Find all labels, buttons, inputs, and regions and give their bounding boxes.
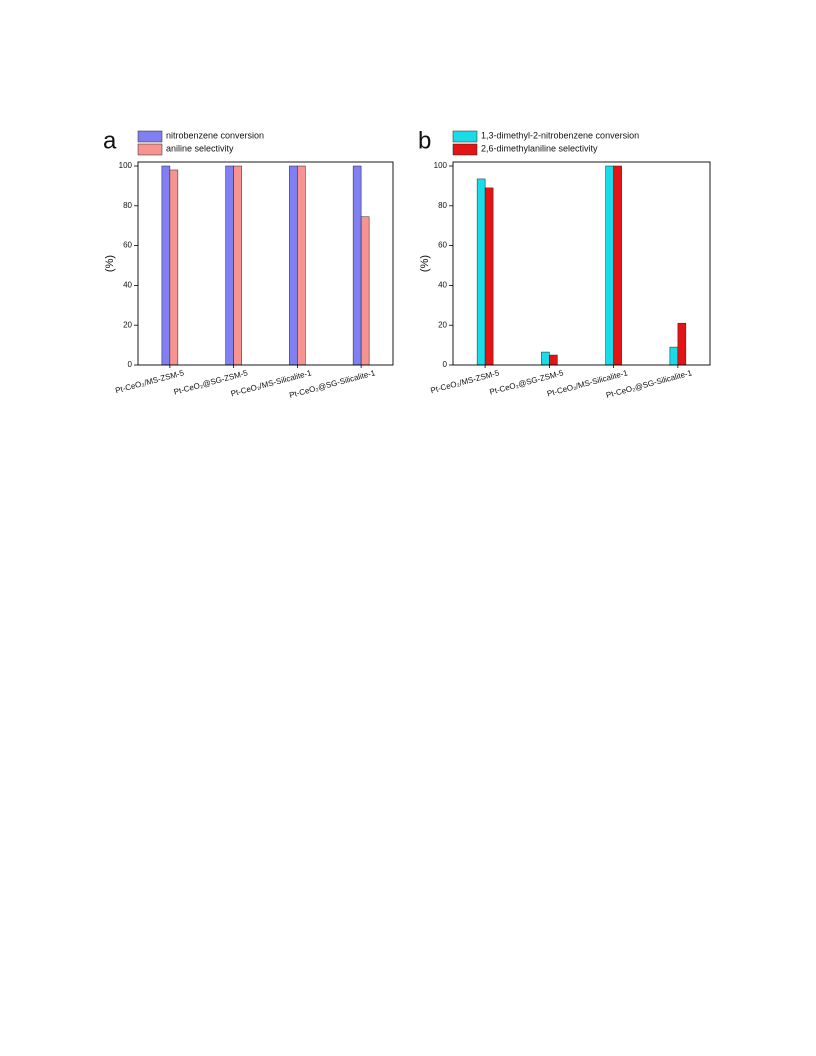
bar [297, 165, 306, 366]
y-tick-label: 40 [123, 281, 132, 290]
bar [549, 354, 558, 366]
bar [360, 216, 370, 366]
legend-swatch [137, 143, 163, 156]
bar [605, 165, 614, 366]
legend-swatch [137, 130, 163, 143]
y-tick-label: 100 [434, 161, 448, 170]
legend-swatch [452, 143, 478, 156]
y-tick-label: 100 [119, 161, 133, 170]
y-tick-label: 0 [443, 360, 448, 369]
y-axis-label: (%) [104, 255, 116, 272]
y-axis-label: (%) [419, 255, 431, 272]
bar [352, 165, 362, 366]
bar [613, 165, 622, 366]
legend-label: 1,3-dimethyl-2-nitrobenzene conversion [481, 130, 639, 140]
bar [677, 322, 687, 366]
bar [476, 178, 486, 366]
panel-label: a [103, 127, 117, 154]
bar [225, 165, 234, 366]
bar [484, 187, 494, 366]
y-tick-label: 80 [123, 201, 132, 210]
bar [233, 165, 242, 366]
bar [289, 165, 298, 366]
legend-label: 2,6-dimethylaniline selectivity [481, 143, 598, 153]
bar [161, 165, 171, 366]
bar [541, 351, 550, 366]
y-tick-label: 40 [438, 281, 447, 290]
legend-label: aniline selectivity [166, 143, 234, 153]
panel-label: b [418, 127, 431, 154]
plot-frame [137, 161, 394, 366]
y-tick-label: 0 [128, 360, 133, 369]
y-tick-label: 20 [438, 320, 447, 329]
legend-label: nitrobenzene conversion [166, 130, 264, 140]
y-tick-label: 60 [438, 241, 447, 250]
legend-swatch [452, 130, 478, 143]
y-tick-label: 80 [438, 201, 447, 210]
bar [669, 346, 679, 366]
y-tick-label: 60 [123, 241, 132, 250]
bar [169, 169, 179, 366]
y-tick-label: 20 [123, 320, 132, 329]
plot-frame [452, 161, 711, 366]
